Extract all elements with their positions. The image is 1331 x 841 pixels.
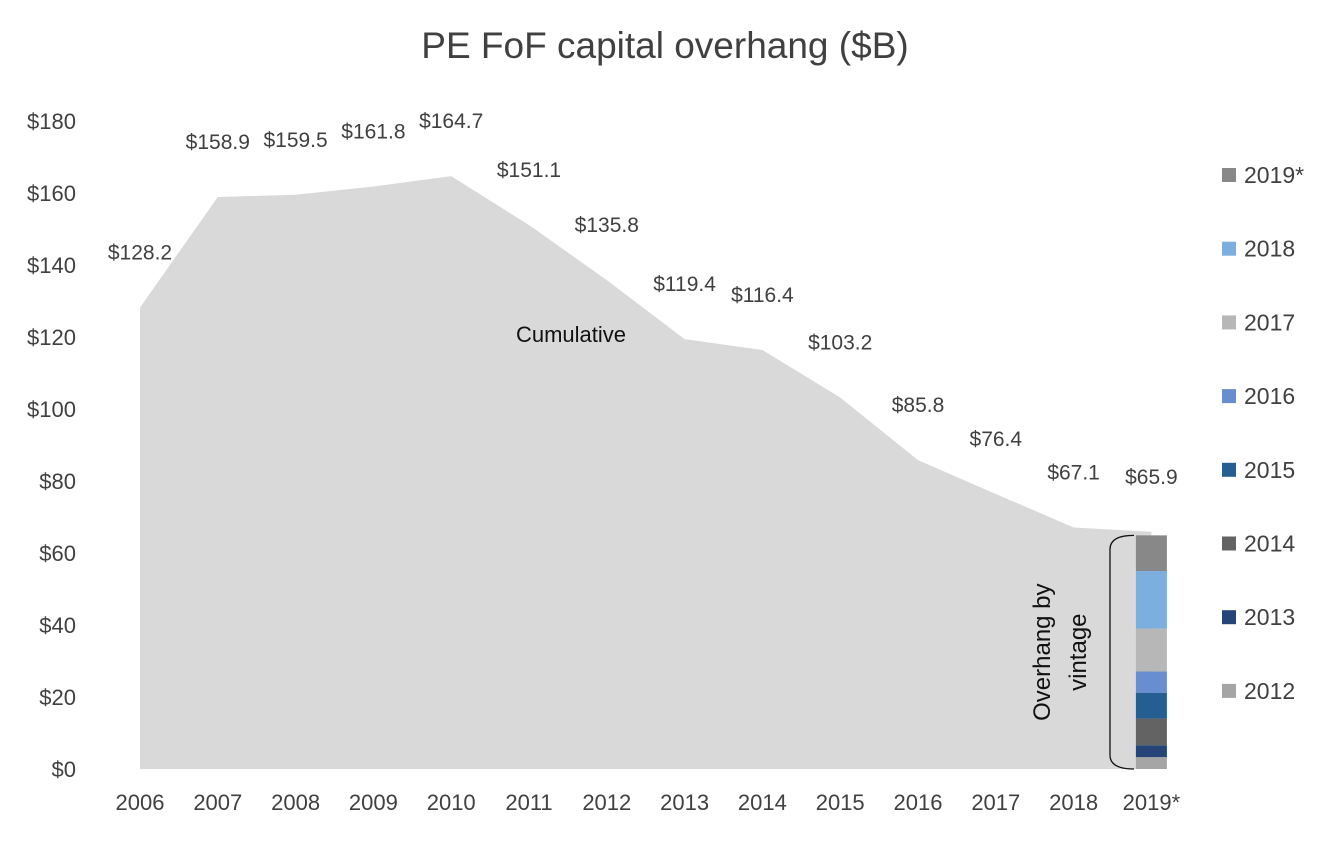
legend-label: 2018 [1244, 236, 1295, 262]
x-tick-label: 2014 [738, 790, 787, 815]
legend-label: 2014 [1244, 531, 1295, 557]
x-tick-label: 2016 [894, 790, 943, 815]
y-tick-label: $160 [27, 181, 76, 206]
bracket-annotation-line: Overhang by [1029, 583, 1056, 720]
data-label: $158.9 [186, 131, 250, 154]
legend-swatch [1222, 610, 1236, 625]
data-label: $151.1 [497, 159, 561, 182]
legend-swatch [1222, 536, 1236, 551]
x-tick-label: 2011 [505, 790, 552, 815]
y-tick-label: $180 [27, 109, 76, 134]
vintage-segment-2019-est [1135, 535, 1167, 571]
vintage-segment-2014 [1135, 718, 1167, 746]
data-label: $116.4 [731, 284, 794, 307]
data-label: $119.4 [653, 273, 716, 296]
data-label: $85.8 [892, 394, 945, 417]
data-label: $103.2 [808, 331, 872, 354]
y-tick-label: $0 [52, 757, 76, 782]
legend-label: 2016 [1244, 383, 1295, 409]
x-tick-label: 2008 [271, 790, 320, 815]
y-tick-label: $100 [27, 397, 76, 422]
y-tick-label: $120 [27, 325, 76, 350]
data-label: $128.2 [108, 241, 172, 264]
legend-swatch [1222, 241, 1236, 256]
x-tick-label: 2019* [1123, 790, 1181, 815]
x-tick-label: 2006 [116, 790, 165, 815]
vintage-segment-2017 [1135, 628, 1167, 672]
x-tick-label: 2007 [193, 790, 242, 815]
legend-label: 2012 [1244, 678, 1295, 704]
bracket-annotation-line: vintage [1065, 613, 1092, 690]
vintage-segment-2013 [1135, 745, 1167, 758]
legend-swatch [1222, 683, 1236, 698]
legend-swatch [1222, 315, 1236, 330]
x-tick-label: 2015 [816, 790, 865, 815]
x-tick-label: 2013 [660, 790, 709, 815]
data-label: $67.1 [1047, 461, 1100, 484]
data-label: $65.9 [1125, 466, 1178, 489]
y-tick-label: $60 [39, 541, 76, 566]
vintage-segment-2012 [1135, 757, 1167, 769]
vintage-segment-2018 [1135, 571, 1167, 629]
data-label: $164.7 [419, 110, 483, 133]
data-label: $161.8 [341, 121, 405, 144]
y-tick-label: $40 [39, 613, 76, 638]
vintage-bracket [1109, 534, 1135, 770]
x-tick-label: 2018 [1049, 790, 1098, 815]
chart-title: PE FoF capital overhang ($B) [421, 25, 908, 66]
x-tick-label: 2010 [427, 790, 476, 815]
legend-label: 2019* [1244, 162, 1304, 188]
x-tick-label: 2009 [349, 790, 398, 815]
y-tick-label: $140 [27, 253, 76, 278]
x-tick-label: 2017 [971, 790, 1020, 815]
data-label: $135.8 [575, 214, 639, 237]
legend-label: 2013 [1244, 604, 1295, 630]
legend-label: 2015 [1244, 457, 1295, 483]
legend-label: 2017 [1244, 309, 1295, 335]
x-tick-label: 2012 [582, 790, 631, 815]
area-series-label: Cumulative [516, 322, 626, 347]
y-tick-label: $20 [39, 685, 76, 710]
data-label: $159.5 [263, 129, 327, 152]
vintage-segment-2015 [1135, 692, 1167, 719]
cumulative-area [140, 176, 1152, 769]
y-tick-label: $80 [39, 469, 76, 494]
legend-swatch [1222, 389, 1236, 404]
vintage-segment-2016 [1135, 671, 1167, 693]
data-label: $76.4 [970, 428, 1023, 451]
legend-swatch [1222, 462, 1236, 477]
legend-swatch [1222, 168, 1236, 182]
